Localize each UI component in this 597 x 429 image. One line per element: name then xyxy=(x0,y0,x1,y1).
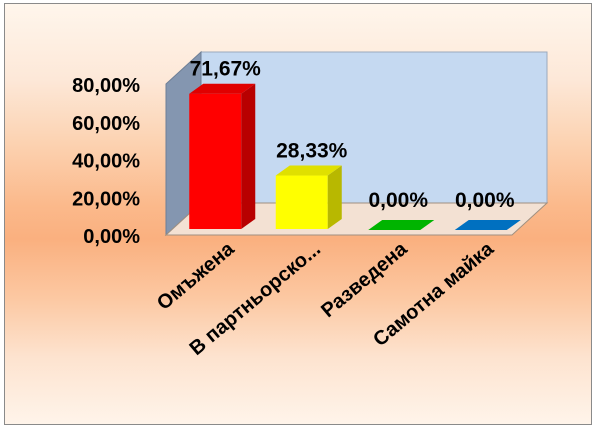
bar-front xyxy=(189,93,242,230)
y-axis-tick-labels: 0,00% 20,00% 40,00% 60,00% 80,00% xyxy=(72,75,140,248)
data-label: 28,33% xyxy=(276,140,348,163)
chart-walls xyxy=(164,50,549,237)
y-tick-label: 80,00% xyxy=(72,75,140,97)
data-label: 71,67% xyxy=(190,58,262,81)
bar-top xyxy=(189,83,256,94)
bar-front xyxy=(275,175,328,229)
data-labels: 71,67% 28,33% 0,00% 0,00% xyxy=(190,58,515,212)
category-label: Омъжена xyxy=(153,237,239,314)
bar xyxy=(454,220,521,230)
y-tick-label: 20,00% xyxy=(72,188,140,210)
bar xyxy=(275,165,342,229)
bars xyxy=(189,83,521,230)
bar xyxy=(189,83,256,230)
y-tick-label: 40,00% xyxy=(72,151,140,173)
bar-side xyxy=(241,83,256,230)
bar-top xyxy=(275,165,342,176)
data-label: 0,00% xyxy=(455,189,515,212)
bar-side xyxy=(327,165,342,229)
bar-top xyxy=(368,220,435,230)
bar-chart: 0,00% 20,00% 40,00% 60,00% 80,00% 71,67% 28,3… xyxy=(72,50,549,360)
y-tick-label: 60,00% xyxy=(72,113,140,135)
data-label: 0,00% xyxy=(368,189,428,212)
chart-area: 0,00% 20,00% 40,00% 60,00% 80,00% 71,67% 28,3… xyxy=(4,3,592,425)
bar-top xyxy=(454,220,521,230)
bar xyxy=(368,220,435,230)
y-tick-label: 0,00% xyxy=(83,226,140,248)
